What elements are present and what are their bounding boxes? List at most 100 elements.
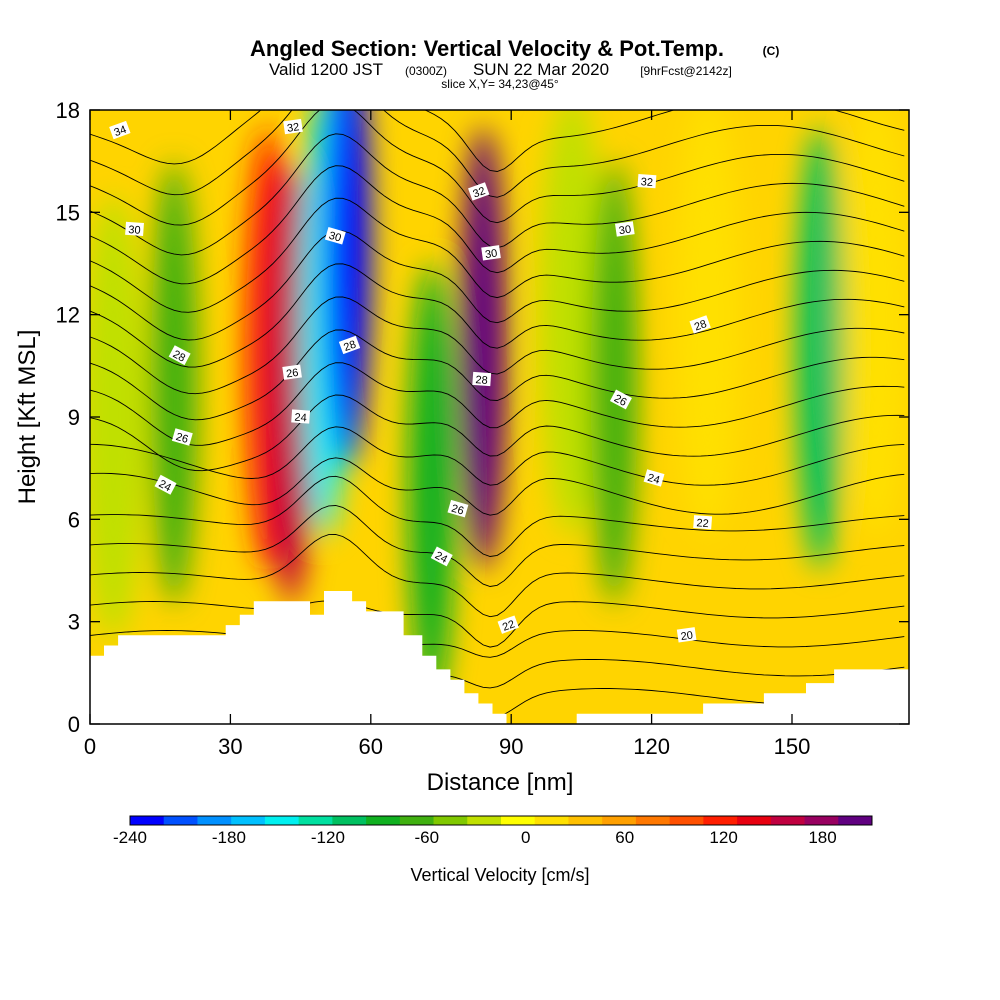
theta-contour-13 — [90, 263, 905, 368]
y-tick-label: 12 — [56, 303, 80, 328]
contour-label-bg — [430, 546, 453, 567]
contour-label-text: 20 — [680, 629, 694, 643]
y-tick-label: 0 — [68, 712, 80, 737]
contour-label-text: 32 — [471, 185, 487, 200]
contour-label-12: 28 — [472, 371, 492, 387]
theta-contour-4 — [90, 533, 905, 618]
theta-contour-7 — [90, 457, 905, 516]
contour-label-text: 30 — [128, 224, 141, 237]
colorbar-tick-label: -60 — [415, 828, 440, 847]
contour-label-bg — [338, 335, 361, 355]
slice-info: slice X,Y= 34,23@45° — [441, 77, 559, 91]
terrain — [90, 591, 909, 724]
colorbar-swatch-9 — [433, 816, 468, 825]
contour-label-3: 30 — [324, 226, 346, 245]
colorbar-swatch-18 — [737, 816, 772, 825]
velocity-cell-0 — [90, 195, 147, 639]
contour-label-text: 28 — [475, 374, 488, 387]
colorbar-swatch-3 — [231, 816, 266, 825]
contour-label-20: 28 — [689, 315, 711, 334]
colorbar-swatch-6 — [332, 816, 367, 825]
contour-label-text: 24 — [157, 478, 173, 494]
contour-label-21: 30 — [615, 221, 635, 237]
colorbar-swatch-10 — [467, 816, 502, 825]
contour-label-text: 26 — [450, 503, 465, 518]
colorbar-tick-label: -120 — [311, 828, 345, 847]
theta-contour-5 — [90, 505, 905, 587]
contour-label-4: 28 — [168, 345, 191, 366]
contour-label-bg — [497, 615, 519, 634]
colorbar-tick-label: -240 — [113, 828, 147, 847]
colorbar: -240 -180 -120 -60 0 60 120 180 — [113, 815, 873, 847]
contour-label-bg — [109, 120, 131, 140]
contour-label-bg — [282, 364, 302, 380]
velocity-cell-1 — [150, 161, 198, 605]
contour-label-19: 26 — [609, 389, 632, 410]
x-tick-label: 60 — [359, 734, 383, 759]
contour-label-bg — [615, 221, 635, 237]
theta-contour-3 — [90, 600, 905, 648]
theta-contour-9 — [90, 394, 905, 472]
contour-label-13: 26 — [447, 499, 469, 518]
theta-contour-12 — [90, 296, 905, 395]
theta-contour-18 — [90, 110, 905, 226]
chart-title-suffix: (C) — [763, 44, 780, 58]
velocity-cell-12 — [843, 110, 909, 537]
colorbar-swatch-13 — [568, 816, 603, 825]
contour-label-text: 22 — [696, 517, 709, 530]
contour-label-15: 22 — [497, 615, 519, 634]
valid-time: Valid 1200 JST — [269, 60, 383, 79]
x-tick-label: 90 — [499, 734, 523, 759]
contour-label-2: 30 — [125, 221, 144, 237]
contour-label-text: 32 — [640, 176, 653, 189]
colorbar-swatch-20 — [804, 816, 839, 825]
colorbar-tick-label: 60 — [615, 828, 634, 847]
colorbar-swatch-15 — [635, 816, 671, 825]
x-tick-label: 150 — [774, 734, 811, 759]
contour-label-text: 24 — [646, 472, 661, 487]
contour-label-bg — [125, 221, 144, 237]
contour-label-16: 20 — [676, 627, 697, 643]
valid-date: SUN 22 Mar 2020 — [473, 60, 609, 79]
y-axis-label: Height [Kft MSL] — [14, 330, 41, 505]
colorbar-swatch-16 — [669, 816, 704, 825]
theta-contour-15 — [90, 197, 905, 313]
theta-contour-16 — [90, 165, 905, 285]
contour-label-14: 24 — [430, 546, 453, 567]
contour-label-bg — [693, 515, 713, 530]
velocity-cell-8 — [539, 110, 605, 537]
contour-label-18: 24 — [643, 469, 665, 487]
colorbar-frame — [129, 815, 873, 826]
contour-label-0: 34 — [109, 120, 131, 140]
chart-title: Angled Section: Vertical Velocity & Pot.… — [250, 36, 724, 61]
contour-label-bg — [643, 469, 665, 487]
x-tick-label: 120 — [633, 734, 670, 759]
colorbar-tick-label: 180 — [808, 828, 836, 847]
colorbar-swatch-11 — [501, 816, 536, 825]
contour-label-17: 22 — [693, 515, 713, 530]
y-tick-label: 6 — [68, 507, 80, 532]
contour-label-22: 32 — [637, 173, 657, 189]
contour-label-bg — [168, 345, 191, 366]
colorbar-swatch-12 — [534, 816, 569, 825]
velocity-cell-9 — [590, 161, 638, 605]
contour-label-text: 28 — [693, 318, 709, 333]
contour-label-text: 26 — [612, 393, 628, 409]
contour-label-9: 24 — [154, 474, 177, 495]
x-tick-label: 30 — [218, 734, 242, 759]
contour-label-bg — [154, 474, 177, 495]
velocity-cell-7 — [459, 127, 507, 571]
x-axis: 0 30 60 90 120 150 — [84, 110, 810, 759]
contour-label-text: 24 — [433, 550, 449, 566]
colorbar-tick-label: 120 — [709, 828, 737, 847]
contour-label-bg — [637, 173, 657, 189]
colorbar-swatch-19 — [770, 816, 805, 825]
contour-label-text: 26 — [174, 431, 189, 446]
contour-label-bg — [676, 627, 697, 643]
colorbar-swatch-7 — [366, 816, 401, 825]
colorbar-swatch-1 — [163, 816, 198, 825]
contour-label-bg — [291, 409, 311, 424]
velocity-cell-6 — [408, 263, 456, 707]
